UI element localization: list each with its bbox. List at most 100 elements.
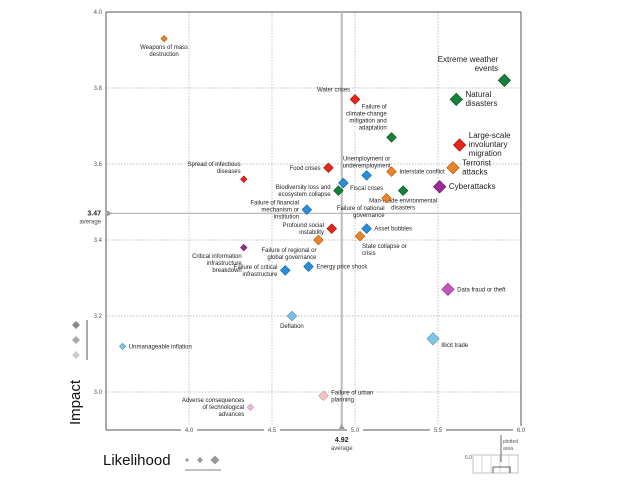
- diamond-marker: [160, 34, 168, 43]
- x-tick-label: 5.0: [351, 428, 360, 434]
- data-label-line: infrastructure: [207, 261, 243, 267]
- diamond-marker: [301, 204, 313, 215]
- y-average-marker: [107, 210, 112, 217]
- x-average-marker: [338, 424, 345, 429]
- data-label: Natural disasters: [465, 90, 497, 108]
- data-label-line: Failure of regional or: [261, 248, 316, 254]
- data-label-line: Water crises: [317, 88, 350, 94]
- data-label: Extreme weather events: [438, 55, 499, 73]
- data-label: Failure of regional or global governance: [261, 248, 317, 261]
- data-label-line: breakdown: [212, 268, 241, 274]
- tick-label-bg: [347, 426, 363, 434]
- data-label-line: Adverse consequences: [182, 398, 244, 404]
- diamond-marker: [361, 223, 372, 234]
- data-label: Man-made environmental disasters: [369, 198, 437, 211]
- likelihood-legend-diamond: [197, 457, 203, 463]
- inset-grid: [472, 454, 519, 474]
- y-axis-title: Impact: [67, 379, 84, 425]
- data-label-line: advances: [219, 412, 245, 418]
- data-label-line: global governance: [267, 255, 317, 261]
- data-point: Biodiversity loss and ecosystem collapse: [276, 185, 344, 198]
- data-label-line: Spread of infectious: [188, 162, 241, 168]
- data-label: Data fraud or theft: [457, 287, 506, 293]
- data-label-line: Unemployment or: [343, 157, 390, 163]
- data-label: Biodiversity loss and ecosystem collapse: [276, 185, 331, 198]
- x-axis-title: Likelihood: [103, 452, 171, 469]
- impact-legend-diamond: [72, 336, 80, 344]
- tick-label-bg: [264, 426, 280, 434]
- diamond-marker: [286, 310, 298, 322]
- data-label-line: Weapons of mass: [140, 45, 188, 51]
- data-label-line: planning: [331, 397, 354, 403]
- data-label: Asset bubbles: [374, 227, 412, 233]
- data-label: Profound social instability: [283, 223, 324, 236]
- data-label-line: crisis: [362, 251, 376, 257]
- data-label-line: Man-made environmental: [369, 198, 437, 204]
- diamond-marker: [280, 265, 291, 276]
- data-label-line: events: [475, 64, 499, 73]
- data-label-line: Illicit trade: [441, 343, 469, 349]
- data-point: Spread of infectious diseases: [188, 162, 248, 183]
- data-label: Failure of financial mechanism or institut…: [250, 201, 299, 221]
- data-point: Failure of regional or global governance: [261, 234, 324, 261]
- data-label-line: mitigation and: [349, 119, 386, 125]
- data-label: Failure of critical infrastructure: [234, 265, 278, 278]
- data-label-line: Terrorist: [462, 158, 492, 167]
- data-point: Failure of urban planning: [318, 390, 373, 403]
- data-label: Deflation: [280, 324, 304, 330]
- y-average-value: 3.47: [87, 210, 101, 217]
- impact-legend-diamond: [72, 351, 80, 359]
- data-label-line: infrastructure: [242, 272, 278, 278]
- data-point: Terrorist attacks: [446, 158, 492, 176]
- data-point: Failure of climate-change mitigation and ad…: [346, 105, 397, 143]
- data-point: State collapse or crisis: [354, 230, 407, 257]
- diamond-marker: [446, 161, 460, 175]
- tick-label-bg: [181, 426, 197, 434]
- data-label-line: Food crises: [290, 166, 321, 172]
- diamond-marker: [449, 92, 463, 107]
- x-tick-label: 4.0: [185, 428, 194, 434]
- x-average-value: 4.92: [335, 437, 349, 444]
- data-label: Interstate conflict: [399, 170, 445, 176]
- diamond-marker: [333, 185, 344, 196]
- data-label: Failure of climate-change mitigation and ad…: [346, 105, 387, 132]
- x-tick-label: 5.5: [434, 428, 443, 434]
- data-label-line: ecosystem collapse: [278, 192, 331, 198]
- diamond-marker: [426, 332, 440, 346]
- data-label-line: adaptation: [359, 126, 387, 132]
- impact-legend-diamond: [72, 321, 80, 329]
- data-label-line: of technological: [203, 405, 245, 411]
- diamond-marker: [386, 132, 397, 143]
- tick-label-bg: [90, 312, 104, 320]
- data-label-line: mechanism or: [261, 208, 299, 214]
- data-point: Weapons of mass destruction: [140, 34, 188, 58]
- data-label-line: Unmanageable inflation: [129, 344, 192, 350]
- diamond-marker: [303, 261, 314, 272]
- data-point: Critical information infrastructure breakd…: [192, 243, 248, 274]
- data-label: Spread of infectious diseases: [188, 162, 241, 175]
- y-tick-label: 3.0: [94, 390, 103, 396]
- data-label: Unmanageable inflation: [129, 344, 192, 350]
- data-label-line: governance: [353, 213, 385, 219]
- data-label-line: Large-scale: [469, 131, 511, 140]
- data-label-line: State collapse or: [362, 244, 407, 250]
- diamond-marker: [240, 243, 248, 252]
- data-label-line: Failure of financial: [250, 201, 299, 207]
- inset-label-line2: area: [503, 446, 513, 452]
- data-label-line: attacks: [462, 167, 487, 176]
- data-label-line: involuntary: [469, 140, 508, 149]
- data-point: Failure of critical infrastructure: [234, 265, 291, 278]
- y-tick-label: 3.8: [94, 86, 103, 92]
- data-label-line: Profound social: [283, 223, 324, 229]
- data-label-line: Failure of: [362, 105, 387, 111]
- y-tick-label: 3.2: [94, 314, 103, 320]
- diamond-marker: [118, 342, 127, 351]
- data-label-line: destruction: [149, 52, 178, 58]
- data-label-line: Interstate conflict: [399, 170, 445, 176]
- diamond-marker: [246, 403, 255, 411]
- data-point: Data fraud or theft: [441, 282, 506, 297]
- data-label: Adverse consequences of technological adva…: [182, 398, 244, 418]
- x-tick-label: 4.5: [268, 428, 277, 434]
- tick-label-bg: [90, 388, 104, 396]
